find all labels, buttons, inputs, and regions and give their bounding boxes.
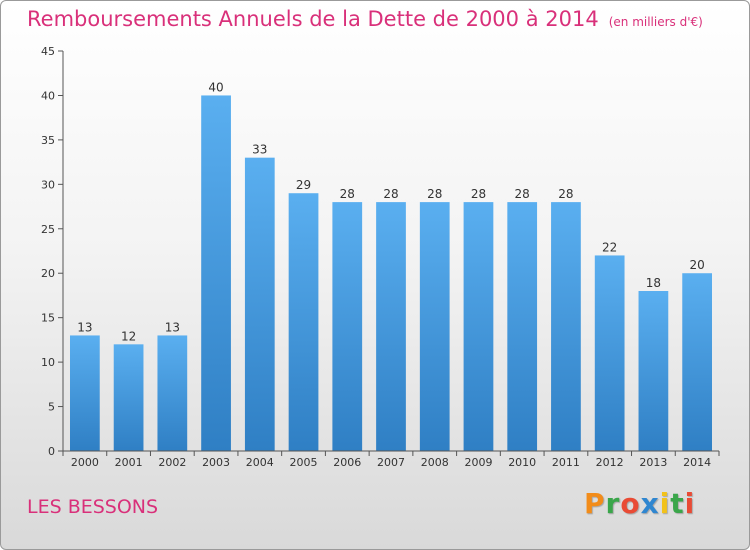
- bar-2002: [157, 335, 188, 451]
- data-label-2003: 40: [208, 80, 223, 94]
- chart-title-block: Remboursements Annuels de la Dette de 20…: [27, 7, 703, 31]
- x-tick-label-2014: 2014: [683, 456, 711, 469]
- bar-2006: [332, 202, 363, 451]
- x-tick-label-2013: 2013: [639, 456, 667, 469]
- proxiti-logo: Proxiti: [584, 487, 696, 520]
- y-tick-label: 35: [41, 134, 55, 147]
- data-label-2011: 28: [558, 187, 573, 201]
- data-label-2002: 13: [165, 320, 180, 334]
- data-label-2008: 28: [427, 187, 442, 201]
- x-tick-label-2011: 2011: [552, 456, 580, 469]
- x-tick-label-2000: 2000: [71, 456, 99, 469]
- bar-2007: [376, 202, 406, 451]
- data-label-2013: 18: [646, 276, 661, 290]
- x-tick-label-2009: 2009: [464, 456, 492, 469]
- x-tick-label-2001: 2001: [115, 456, 143, 469]
- bar-2012: [594, 255, 625, 451]
- bar-2001: [113, 344, 144, 451]
- bar-2009: [463, 202, 494, 451]
- x-tick-label-2004: 2004: [246, 456, 274, 469]
- data-label-2005: 29: [296, 178, 311, 192]
- chart-subtitle: (en milliers d'€): [608, 15, 703, 29]
- x-tick-label-2012: 2012: [596, 456, 624, 469]
- bar-2008: [419, 202, 450, 451]
- x-tick-label-2008: 2008: [421, 456, 449, 469]
- x-tick-label-2006: 2006: [333, 456, 361, 469]
- data-label-2014: 20: [689, 258, 704, 272]
- data-label-2009: 28: [471, 187, 486, 201]
- x-tick-label-2002: 2002: [158, 456, 186, 469]
- x-tick-label-2005: 2005: [290, 456, 318, 469]
- axes-group: [58, 50, 720, 456]
- bar-2005: [288, 193, 319, 451]
- data-label-2010: 28: [515, 187, 530, 201]
- y-tick-label: 40: [41, 89, 55, 102]
- bar-2010: [507, 202, 538, 451]
- data-label-2007: 28: [383, 187, 398, 201]
- bars-group: [69, 95, 713, 451]
- data-label-2000: 13: [77, 320, 92, 334]
- bar-2004: [244, 157, 275, 451]
- bar-2013: [638, 291, 669, 451]
- bar-2003: [201, 95, 231, 451]
- data-label-2012: 22: [602, 240, 617, 254]
- data-label-2006: 28: [340, 187, 355, 201]
- commune-name: LES BESSONS: [27, 496, 159, 518]
- y-tick-label: 0: [48, 445, 55, 458]
- y-tick-label: 45: [41, 45, 55, 58]
- chart-title: Remboursements Annuels de la Dette de 20…: [27, 7, 599, 31]
- x-tick-label-2010: 2010: [508, 456, 536, 469]
- bar-2014: [682, 273, 713, 451]
- y-tick-label: 30: [41, 178, 55, 191]
- y-tick-label: 25: [41, 223, 55, 236]
- y-tick-label: 10: [41, 356, 55, 369]
- y-tick-label: 5: [48, 401, 55, 414]
- labels-group: 0 5 10 15 20 25 30 35 40 45 2000 13 2001 12 2002 13 2003…: [41, 45, 711, 469]
- bar-2011: [551, 202, 581, 451]
- y-tick-label: 15: [41, 312, 55, 325]
- x-tick-label-2003: 2003: [202, 456, 230, 469]
- y-tick-label: 20: [41, 267, 55, 280]
- bar-2000: [69, 335, 100, 451]
- data-label-2004: 33: [252, 143, 267, 157]
- data-label-2001: 12: [121, 329, 136, 343]
- x-tick-label-2007: 2007: [377, 456, 405, 469]
